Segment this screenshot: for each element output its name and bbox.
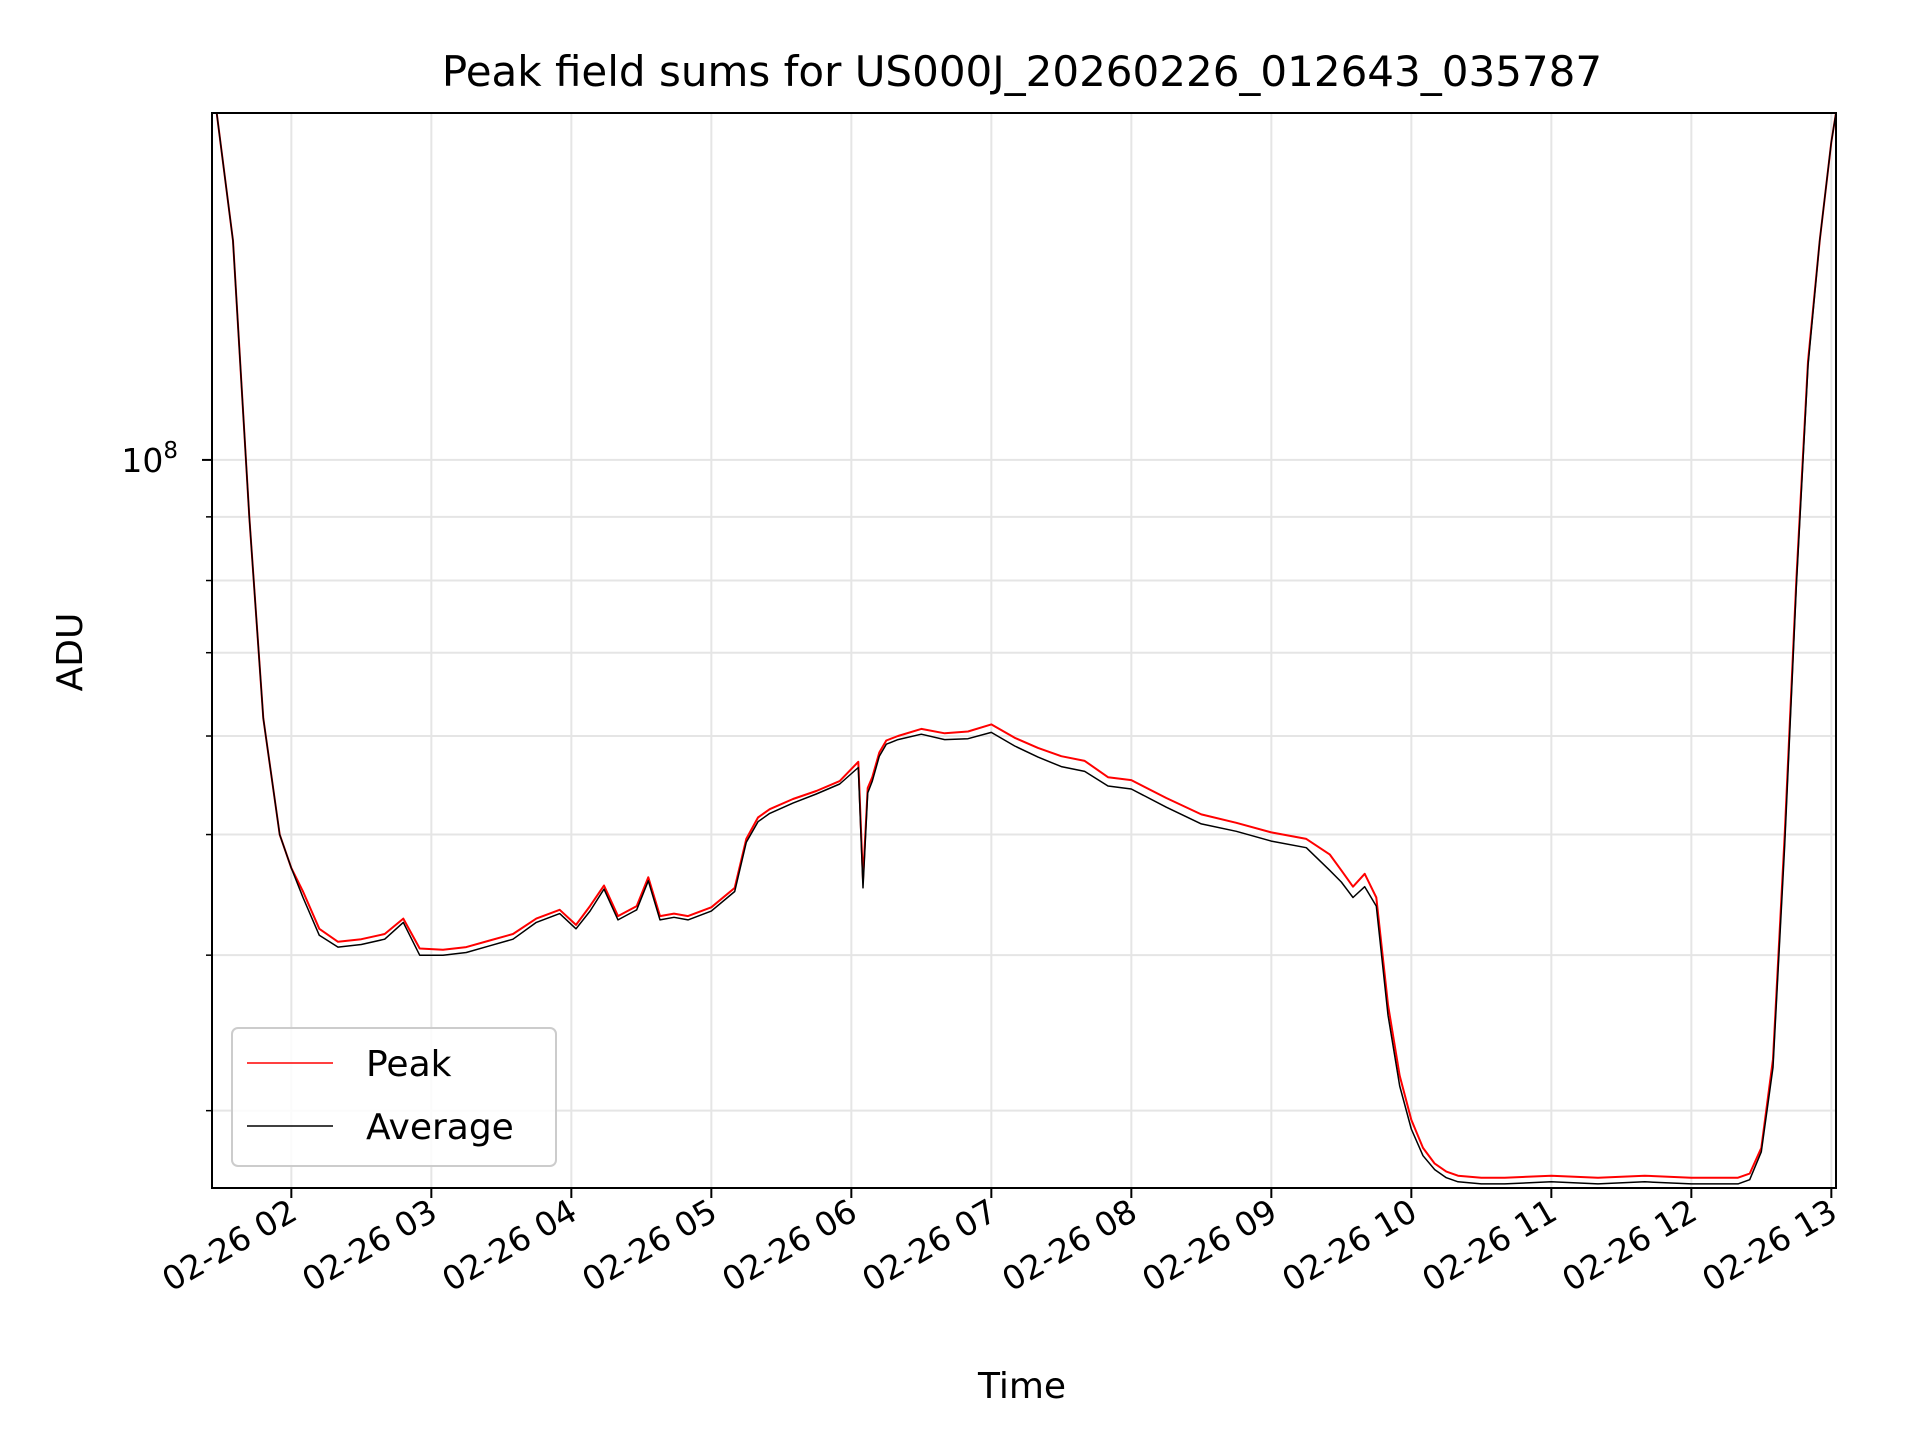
- legend-label-average: Average: [366, 1107, 514, 1148]
- y-axis: 108: [121, 438, 212, 1112]
- y-axis-label: ADU: [50, 613, 91, 692]
- series-line-peak: [215, 113, 1836, 1179]
- x-axis-label: Time: [977, 1366, 1066, 1407]
- legend-label-peak: Peak: [366, 1044, 452, 1085]
- plot-frame: [211, 112, 1837, 1189]
- chart-title: Peak field sums for US000J_20260226_0126…: [442, 47, 1602, 96]
- series-line-average: [215, 113, 1836, 1185]
- series-layer: [215, 113, 1836, 1185]
- grid: [212, 113, 1836, 1188]
- y-tick-label: 108: [121, 438, 178, 480]
- legend: Peak Average: [231, 1027, 557, 1167]
